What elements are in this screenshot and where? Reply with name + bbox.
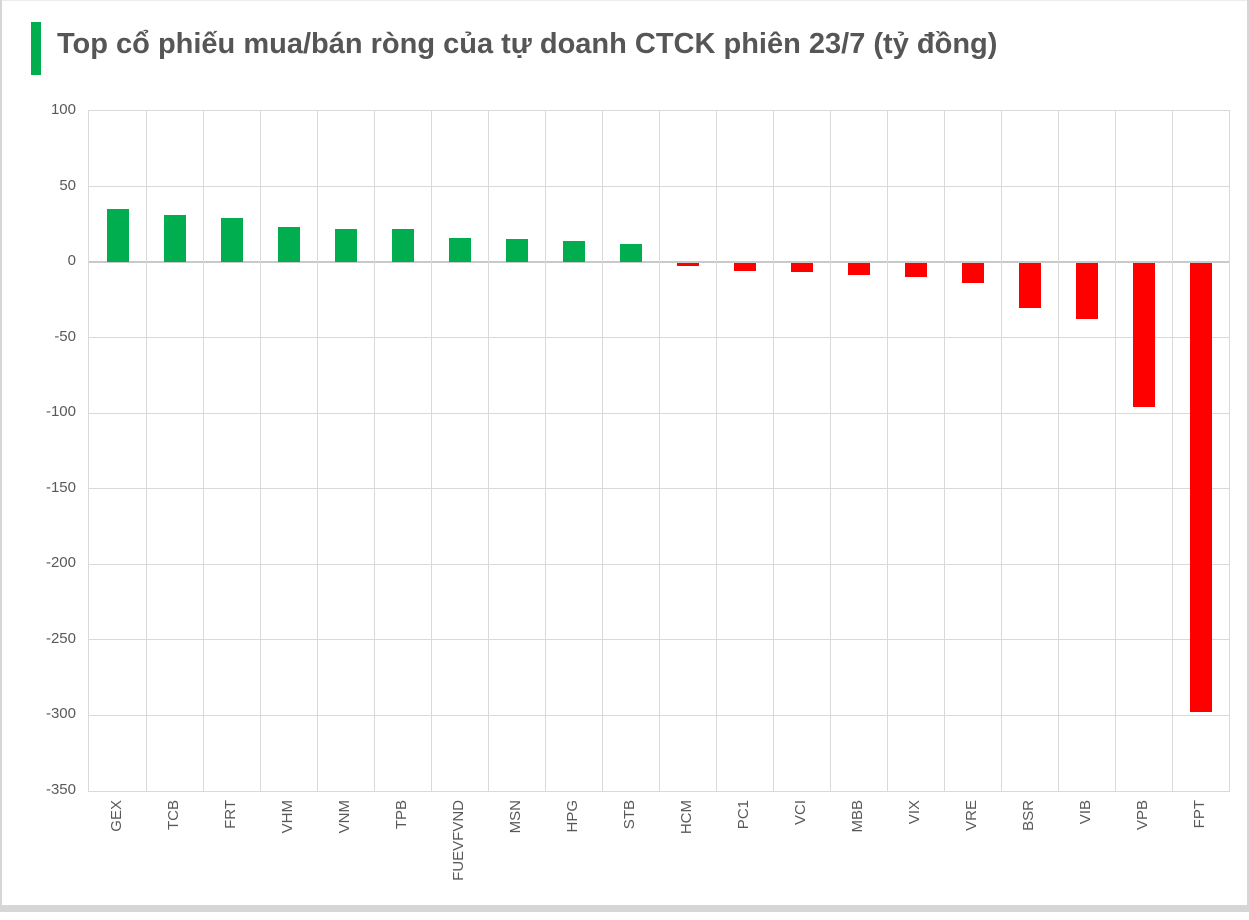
bar-FRT	[220, 218, 243, 263]
bar-HPG	[562, 240, 585, 263]
bar-MBB	[847, 263, 870, 276]
bar-HCM	[676, 263, 699, 267]
chart-title: Top cổ phiếu mua/bán ròng của tự doanh C…	[57, 28, 998, 60]
gridline-vertical	[601, 111, 603, 791]
x-axis-label-HPG: HPG	[563, 800, 581, 833]
x-axis-label-MSN: MSN	[506, 800, 524, 834]
bar-TPB	[391, 228, 414, 263]
bar-BSR	[1018, 263, 1041, 309]
x-axis-label-BSR: BSR	[1019, 800, 1037, 831]
x-axis-label-STB: STB	[620, 800, 638, 830]
x-axis-label-VNM: VNM	[335, 800, 353, 834]
bar-VIX	[904, 263, 927, 277]
x-axis-label-TPB: TPB	[392, 800, 410, 830]
gridline-vertical	[1171, 111, 1173, 791]
gridline-vertical	[886, 111, 888, 791]
gridline-vertical	[1114, 111, 1116, 791]
y-axis-tick-label: -200	[45, 554, 76, 572]
x-axis-label-MBB: MBB	[848, 800, 866, 833]
x-axis-label-FUEVFVND: FUEVFVND	[449, 800, 467, 881]
bar-FPT	[1189, 263, 1212, 712]
gridline-vertical	[487, 111, 489, 791]
x-axis-label-PC1: PC1	[734, 800, 752, 830]
bar-VNM	[334, 228, 357, 263]
gridline-vertical	[544, 111, 546, 791]
y-axis-tick-label: -300	[45, 705, 76, 723]
bar-FUEVFVND	[448, 237, 471, 263]
gridline-vertical	[829, 111, 831, 791]
window-edge-bottom	[0, 905, 1249, 912]
window-edge-top	[0, 0, 1249, 1]
gridline-vertical	[430, 111, 432, 791]
y-axis-tick-label: 100	[50, 101, 76, 118]
window-edge-right	[1247, 0, 1249, 912]
gridline-vertical	[715, 111, 717, 791]
bar-VPB	[1132, 263, 1155, 407]
bar-VCI	[790, 263, 813, 273]
y-axis-tick-label: 0	[67, 252, 76, 270]
x-axis-label-VCI: VCI	[791, 800, 809, 826]
x-axis-label-FPT: FPT	[1190, 800, 1208, 829]
y-axis-tick-label: -100	[45, 403, 76, 421]
y-axis-tick-label: -350	[45, 781, 76, 798]
gridline-vertical	[1000, 111, 1002, 791]
y-axis-tick-label: 50	[59, 176, 76, 194]
gridline-vertical	[373, 111, 375, 791]
title-accent-bar	[31, 22, 41, 75]
bar-MSN	[505, 239, 528, 263]
x-axis-label-VIB: VIB	[1076, 800, 1094, 825]
gridline-vertical	[943, 111, 945, 791]
gridline-vertical	[202, 111, 204, 791]
y-axis-tick-label: -150	[45, 478, 76, 496]
x-axis-label-VRE: VRE	[962, 800, 980, 831]
bar-VRE	[961, 263, 984, 283]
gridline-vertical	[772, 111, 774, 791]
bar-TCB	[163, 215, 186, 263]
bar-VHM	[277, 227, 300, 263]
x-axis-label-TCB: TCB	[164, 800, 182, 830]
x-axis-label-HCM: HCM	[677, 800, 695, 835]
x-axis-label-VIX: VIX	[905, 800, 923, 825]
gridline-vertical	[259, 111, 261, 791]
x-axis-label-VHM: VHM	[278, 800, 296, 834]
bar-STB	[619, 243, 642, 263]
bar-PC1	[733, 263, 756, 271]
window-edge-left	[0, 0, 2, 912]
plot-area	[88, 110, 1230, 792]
x-axis-label-VPB: VPB	[1133, 800, 1151, 831]
gridline-vertical	[658, 111, 660, 791]
x-axis-label-GEX: GEX	[107, 800, 125, 832]
gridline-vertical	[145, 111, 147, 791]
bar-VIB	[1075, 263, 1098, 320]
y-axis-tick-label: -250	[45, 629, 76, 647]
x-axis-label-FRT: FRT	[221, 800, 239, 829]
gridline-vertical	[316, 111, 318, 791]
gridline-vertical	[1057, 111, 1059, 791]
y-axis-tick-label: -50	[54, 327, 76, 345]
bar-GEX	[106, 209, 129, 263]
